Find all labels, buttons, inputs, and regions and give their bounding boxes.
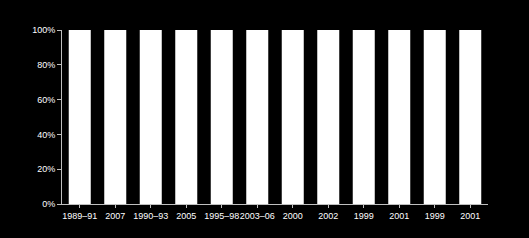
svg-text:40%: 40% <box>37 130 55 140</box>
svg-text:20%: 20% <box>37 164 55 174</box>
svg-text:60%: 60% <box>37 95 55 105</box>
svg-text:1989–91: 1989–91 <box>62 211 97 221</box>
svg-text:2000: 2000 <box>283 211 303 221</box>
svg-text:80%: 80% <box>37 60 55 70</box>
svg-text:100%: 100% <box>32 25 55 35</box>
svg-text:2007: 2007 <box>105 211 125 221</box>
svg-text:2003–06: 2003–06 <box>240 211 275 221</box>
svg-text:0%: 0% <box>42 199 55 209</box>
svg-text:1999: 1999 <box>354 211 374 221</box>
svg-text:1990–93: 1990–93 <box>133 211 168 221</box>
svg-text:2001: 2001 <box>460 211 480 221</box>
svg-text:1999: 1999 <box>425 211 445 221</box>
svg-text:2002: 2002 <box>318 211 338 221</box>
svg-text:1995–98: 1995–98 <box>204 211 239 221</box>
svg-text:2005: 2005 <box>176 211 196 221</box>
svg-text:2001: 2001 <box>389 211 409 221</box>
